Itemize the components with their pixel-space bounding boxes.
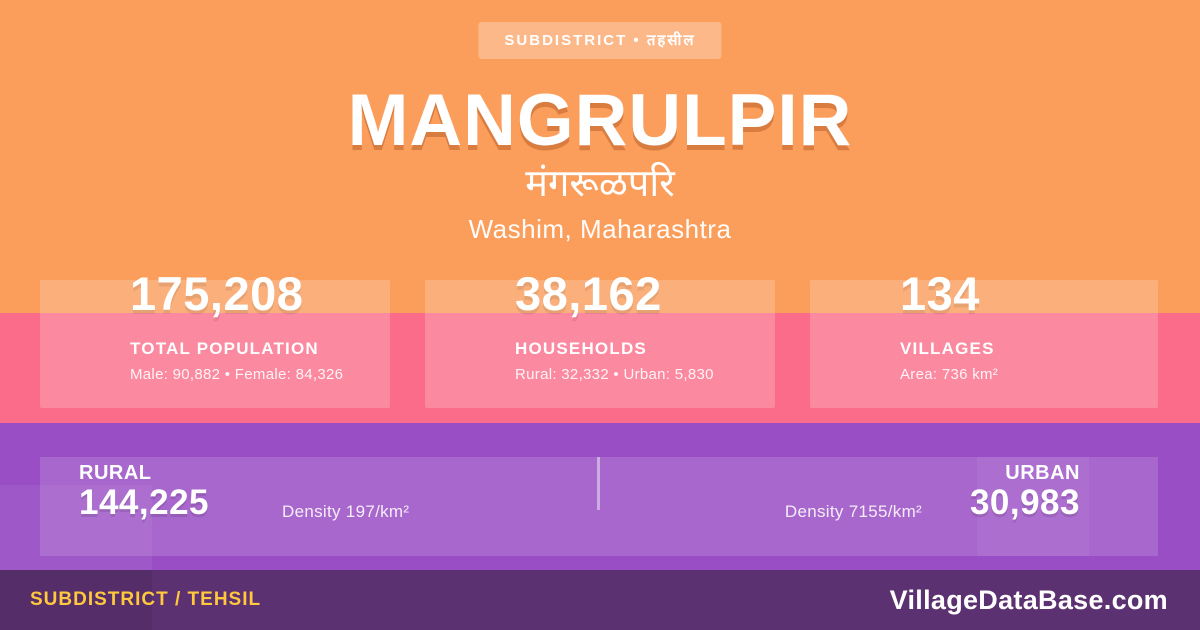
decor-rect-urban (977, 457, 1089, 556)
urban-density: Density 7155/km² (784, 502, 922, 521)
footer-category: SUBDISTRICT / TEHSIL (30, 589, 262, 610)
stat-label-households: HOUSEHOLDS (515, 339, 647, 358)
entity-type-badge: SUBDISTRICT • तहसील (478, 22, 722, 59)
stat-card-villages: 134 VILLAGES Area: 736 km² (810, 270, 1158, 408)
stat-detail-total-population: Male: 90,882 • Female: 84,326 (130, 366, 344, 383)
rural-value: 144,225 (79, 483, 210, 522)
decor-rect-footer-left (0, 570, 152, 630)
entity-type-badge-label: SUBDISTRICT • तहसील (504, 32, 696, 49)
rural-density: Density 197/km² (282, 502, 410, 521)
rural-label: RURAL (79, 462, 152, 484)
stat-card-total-population: 175,208 TOTAL POPULATION Male: 90,882 • … (40, 270, 390, 408)
stat-card-households: 38,162 HOUSEHOLDS Rural: 32,332 • Urban:… (425, 270, 775, 408)
orange-band (0, 0, 1200, 313)
urban-label: URBAN (1005, 462, 1080, 484)
decor-rect-purple-left (0, 485, 152, 570)
stat-value-total-population: 175,208 (130, 267, 304, 320)
urban-value: 30,983 (969, 483, 1080, 522)
vertical-divider (597, 457, 600, 510)
stat-label-total-population: TOTAL POPULATION (130, 339, 319, 358)
site-name: VillageDataBase.com (889, 584, 1168, 615)
pink-band (0, 313, 1200, 423)
location-subtitle: Washim, Maharashtra (468, 214, 732, 244)
purple-band (0, 423, 1200, 570)
stat-label-villages: VILLAGES (900, 339, 995, 358)
stat-detail-households: Rural: 32,332 • Urban: 5,830 (515, 366, 714, 383)
footer-band (0, 570, 1200, 630)
stat-value-households: 38,162 (515, 267, 662, 320)
page-title: MANGRULPIR (347, 80, 853, 161)
stat-value-villages: 134 (900, 267, 980, 320)
native-name: मंगरूळपरि (525, 163, 675, 205)
rural-urban-panel: RURAL 144,225 Density 197/km² Density 71… (40, 457, 1158, 556)
stat-detail-villages: Area: 736 km² (900, 366, 999, 383)
footer-bar: SUBDISTRICT / TEHSIL VillageDataBase.com (0, 570, 1200, 630)
